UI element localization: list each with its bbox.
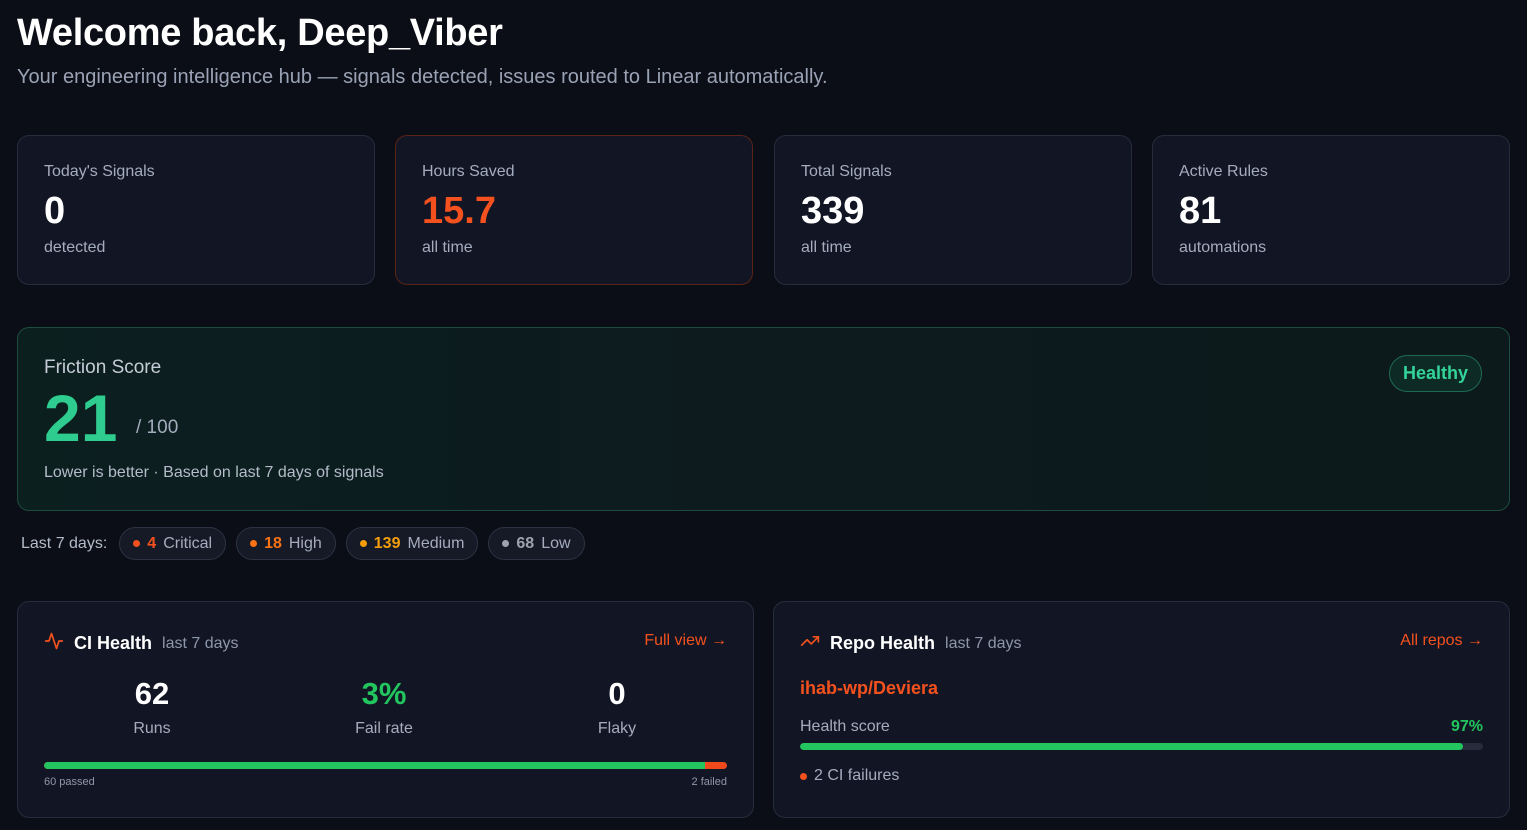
severity-name: Critical xyxy=(163,534,213,552)
severity-dot-icon xyxy=(133,540,141,547)
severity-pill-critical[interactable]: 4 Critical xyxy=(119,527,227,560)
stat-card-todays-signals: Today's Signals 0 detected xyxy=(17,135,375,285)
ci-stat-value: 62 xyxy=(134,676,170,711)
stat-card-hours-saved: Hours Saved 15.7 all time xyxy=(395,135,753,285)
stat-card-total-signals: Total Signals 339 all time xyxy=(774,135,1132,285)
repo-name-link[interactable]: ihab-wp/Deviera xyxy=(800,678,939,698)
stat-value: 15.7 xyxy=(422,190,496,232)
severity-name: High xyxy=(288,534,322,552)
stat-unit: detected xyxy=(44,239,106,256)
ci-stat-label: Runs xyxy=(133,720,171,737)
failure-dot-icon xyxy=(800,772,807,780)
ci-health-panel: CI Health last 7 days Full view → 62 Run… xyxy=(17,601,754,818)
stat-label: Today's Signals xyxy=(44,163,155,180)
ci-stat-value: 3% xyxy=(361,676,407,711)
ci-stat-label: Flaky xyxy=(597,720,637,737)
severity-pill-low[interactable]: 68 Low xyxy=(488,527,585,560)
severity-dot-icon xyxy=(359,540,367,547)
page-subtitle: Your engineering intelligence hub — sign… xyxy=(17,66,828,88)
ci-stat-value: 0 xyxy=(608,676,626,711)
health-score-value: 97% xyxy=(1450,718,1483,735)
panel-header: Repo Health last 7 days xyxy=(800,631,1022,656)
health-score-label: Health score xyxy=(800,718,890,735)
severity-dot-icon xyxy=(502,540,510,547)
ci-pass-fail-bar xyxy=(44,762,727,769)
severity-count: 68 xyxy=(516,534,535,552)
repo-health-panel: Repo Health last 7 days All repos → ihab… xyxy=(773,601,1510,818)
stat-value: 339 xyxy=(801,190,865,232)
stat-label: Active Rules xyxy=(1179,163,1268,180)
stat-unit: all time xyxy=(801,239,852,256)
friction-label: Friction Score xyxy=(44,357,162,378)
stat-card-active-rules: Active Rules 81 automations xyxy=(1152,135,1510,285)
severity-name: Low xyxy=(541,534,571,552)
severity-dot-icon xyxy=(250,540,258,547)
severity-name: Medium xyxy=(407,534,465,552)
trending-up-icon xyxy=(800,631,820,656)
severity-count: 4 xyxy=(147,534,157,552)
severity-summary: Last 7 days: 4 Critical 18 High 139 Medi… xyxy=(21,527,585,560)
panel-period: last 7 days xyxy=(945,634,1022,652)
ci-stat-label: Fail rate xyxy=(355,720,413,737)
stat-value: 81 xyxy=(1179,190,1222,232)
ci-pass-bar-fill xyxy=(44,762,705,769)
stat-value: 0 xyxy=(44,190,66,232)
ci-failed-label: 2 failed xyxy=(691,776,727,788)
all-repos-link[interactable]: All repos → xyxy=(1400,632,1483,649)
ci-stat-flaky: 0 Flaky xyxy=(517,676,717,738)
status-badge: Healthy xyxy=(1388,355,1482,392)
ci-failures-note: 2 CI failures xyxy=(800,767,899,785)
friction-score-card: Friction Score 21 / 100 Lower is better … xyxy=(17,327,1510,511)
health-score-bar-fill xyxy=(800,743,1463,750)
ci-stat-fail-rate: 3% Fail rate xyxy=(284,676,484,738)
activity-icon xyxy=(44,631,64,656)
panel-title: Repo Health xyxy=(830,633,936,653)
page-title: Welcome back, Deep_Viber xyxy=(17,12,503,54)
friction-score-value: 21 xyxy=(44,381,118,455)
severity-pill-high[interactable]: 18 High xyxy=(236,527,336,560)
health-score-bar xyxy=(800,743,1483,750)
stat-unit: automations xyxy=(1179,239,1267,256)
friction-score-max: / 100 xyxy=(136,417,179,438)
panel-title: CI Health xyxy=(74,633,153,653)
panel-period: last 7 days xyxy=(162,634,239,652)
stat-unit: all time xyxy=(422,239,473,256)
ci-stat-runs: 62 Runs xyxy=(52,676,252,738)
severity-label: Last 7 days: xyxy=(21,534,108,552)
severity-count: 18 xyxy=(264,534,282,552)
severity-pill-medium[interactable]: 139 Medium xyxy=(345,527,479,560)
full-view-link[interactable]: Full view → xyxy=(644,632,727,649)
ci-passed-label: 60 passed xyxy=(44,776,95,788)
severity-count: 139 xyxy=(373,534,401,552)
ci-failures-text: 2 CI failures xyxy=(814,767,900,784)
stat-label: Hours Saved xyxy=(422,163,515,180)
stat-label: Total Signals xyxy=(801,163,892,180)
panel-header: CI Health last 7 days xyxy=(44,631,239,656)
friction-note: Lower is better · Based on last 7 days o… xyxy=(44,464,384,481)
